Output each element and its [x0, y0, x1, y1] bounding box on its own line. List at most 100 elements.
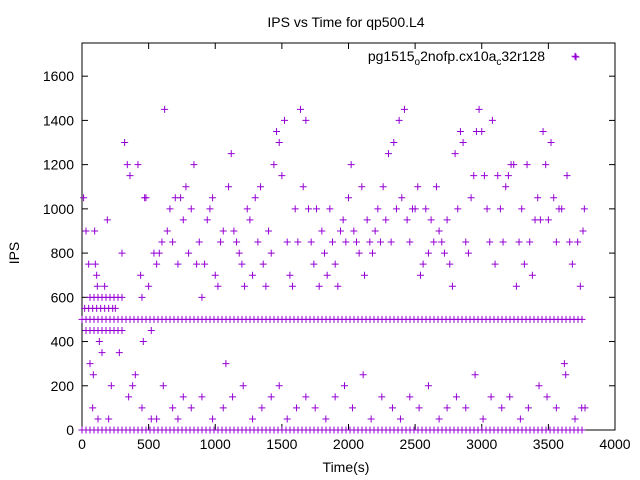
- x-tick-label: 500: [137, 436, 161, 452]
- data-point: [179, 393, 187, 401]
- data-point: [498, 404, 506, 412]
- data-point: [166, 205, 174, 213]
- data-point: [524, 404, 532, 412]
- data-point: [456, 127, 464, 135]
- data-point: [528, 271, 536, 279]
- data-point: [379, 183, 387, 191]
- data-point: [384, 150, 392, 158]
- data-point: [145, 282, 153, 290]
- data-point: [313, 205, 321, 213]
- data-point: [544, 216, 552, 224]
- data-point: [80, 194, 88, 202]
- y-tick-label: 1200: [43, 157, 74, 173]
- data-point: [395, 116, 403, 124]
- data-point: [131, 371, 139, 379]
- data-point: [452, 393, 460, 401]
- data-point: [294, 238, 302, 246]
- data-point: [326, 205, 334, 213]
- data-point: [536, 216, 544, 224]
- x-tick-label: 0: [78, 436, 86, 452]
- data-point: [440, 249, 448, 257]
- data-point: [275, 139, 283, 147]
- data-point: [523, 161, 531, 169]
- legend-label: pg1515o2nofp.cx10ac32r128: [368, 48, 545, 68]
- data-point: [504, 172, 512, 180]
- data-point: [270, 161, 278, 169]
- data-point: [488, 116, 496, 124]
- data-point: [174, 260, 182, 268]
- data-point: [462, 238, 470, 246]
- data-point: [479, 415, 487, 423]
- data-point: [475, 105, 483, 113]
- data-point: [305, 205, 313, 213]
- x-tick-label: 1000: [200, 436, 231, 452]
- data-point: [311, 404, 319, 412]
- data-point: [367, 415, 375, 423]
- chart-title: IPS vs Time for qp500.L4: [267, 14, 424, 30]
- data-point: [360, 271, 368, 279]
- data-point: [323, 271, 331, 279]
- data-point: [400, 105, 408, 113]
- data-point: [396, 415, 404, 423]
- data-point: [94, 415, 102, 423]
- data-point: [98, 349, 106, 357]
- data-point: [121, 139, 129, 147]
- data-point: [491, 260, 499, 268]
- data-point: [185, 249, 193, 257]
- data-point: [403, 216, 411, 224]
- data-point: [579, 227, 587, 235]
- data-point: [267, 393, 275, 401]
- y-tick-label: 1600: [43, 68, 74, 84]
- data-point: [93, 282, 101, 290]
- data-point: [209, 194, 217, 202]
- data-point: [322, 415, 330, 423]
- x-axis-label: Time(s): [323, 459, 370, 475]
- data-point: [471, 371, 479, 379]
- data-point: [289, 282, 297, 290]
- data-point: [520, 260, 528, 268]
- data-point: [297, 105, 305, 113]
- data-point: [516, 415, 524, 423]
- data-point: [307, 238, 315, 246]
- data-point: [331, 393, 339, 401]
- data-point: [430, 238, 438, 246]
- data-point: [315, 282, 323, 290]
- data-point: [506, 393, 514, 401]
- data-point: [494, 172, 502, 180]
- data-point: [91, 227, 99, 235]
- dense-band-point: [118, 293, 126, 301]
- data-point: [359, 371, 367, 379]
- data-point: [139, 338, 147, 346]
- data-point: [329, 238, 337, 246]
- data-point: [111, 304, 119, 312]
- data-point: [153, 260, 161, 268]
- data-point: [518, 205, 526, 213]
- data-point: [534, 194, 542, 202]
- data-point: [155, 249, 163, 257]
- data-point: [163, 227, 171, 235]
- legend-marker-symbol: [572, 53, 580, 61]
- data-point: [142, 194, 150, 202]
- data-point: [454, 205, 462, 213]
- data-point: [339, 216, 347, 224]
- data-point: [283, 238, 291, 246]
- data-point: [249, 415, 257, 423]
- data-point: [390, 139, 398, 147]
- data-point: [443, 216, 451, 224]
- data-point: [378, 393, 386, 401]
- data-point: [229, 393, 237, 401]
- data-point: [543, 393, 551, 401]
- data-point: [411, 205, 419, 213]
- data-point: [222, 360, 230, 368]
- data-point: [580, 205, 588, 213]
- x-tick-label: 2500: [400, 436, 431, 452]
- data-point: [243, 205, 251, 213]
- data-point: [115, 349, 123, 357]
- data-point: [350, 227, 358, 235]
- data-point: [138, 404, 146, 412]
- data-point: [238, 260, 246, 268]
- data-point: [161, 105, 169, 113]
- data-point: [239, 382, 247, 390]
- data-point: [366, 238, 374, 246]
